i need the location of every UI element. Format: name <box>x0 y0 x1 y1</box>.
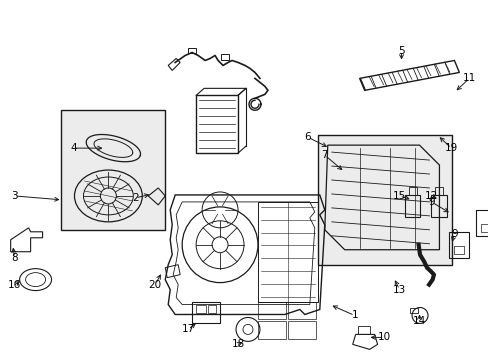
Bar <box>61 110 165 230</box>
Bar <box>453 246 464 254</box>
Text: 7: 7 <box>321 150 327 160</box>
Bar <box>208 305 216 314</box>
Text: 11: 11 <box>462 73 475 84</box>
Bar <box>430 195 447 217</box>
Text: 18: 18 <box>231 339 244 349</box>
Bar <box>221 54 228 60</box>
Bar <box>287 302 315 319</box>
Text: 16: 16 <box>8 280 21 289</box>
Bar <box>407 187 416 195</box>
Text: 8: 8 <box>11 253 18 263</box>
Text: 1: 1 <box>351 310 357 320</box>
Bar <box>188 48 196 54</box>
Text: 6: 6 <box>304 132 310 142</box>
Bar <box>258 302 285 319</box>
Bar <box>448 232 468 258</box>
Text: 17: 17 <box>181 324 194 334</box>
Bar <box>404 195 420 217</box>
Bar <box>196 95 238 153</box>
Text: 5: 5 <box>397 45 404 55</box>
Text: 3: 3 <box>11 191 18 201</box>
Bar <box>287 321 315 339</box>
Bar <box>435 187 443 195</box>
Text: 20: 20 <box>148 280 162 289</box>
Text: 15: 15 <box>392 191 406 201</box>
Text: 2: 2 <box>132 193 138 203</box>
Text: 4: 4 <box>70 143 77 153</box>
Bar <box>357 327 369 334</box>
Bar <box>258 321 285 339</box>
Bar <box>475 210 488 236</box>
Bar <box>317 135 451 265</box>
Bar <box>258 202 317 302</box>
Text: 9: 9 <box>450 229 457 239</box>
Text: 13: 13 <box>392 284 406 294</box>
Text: 12: 12 <box>424 191 437 201</box>
Text: 19: 19 <box>444 143 457 153</box>
Text: 14: 14 <box>412 316 425 327</box>
Text: 9: 9 <box>427 197 434 207</box>
Bar <box>192 302 220 323</box>
Text: 10: 10 <box>377 332 390 342</box>
Bar <box>196 305 205 314</box>
Bar <box>480 224 488 232</box>
Bar <box>409 307 417 314</box>
